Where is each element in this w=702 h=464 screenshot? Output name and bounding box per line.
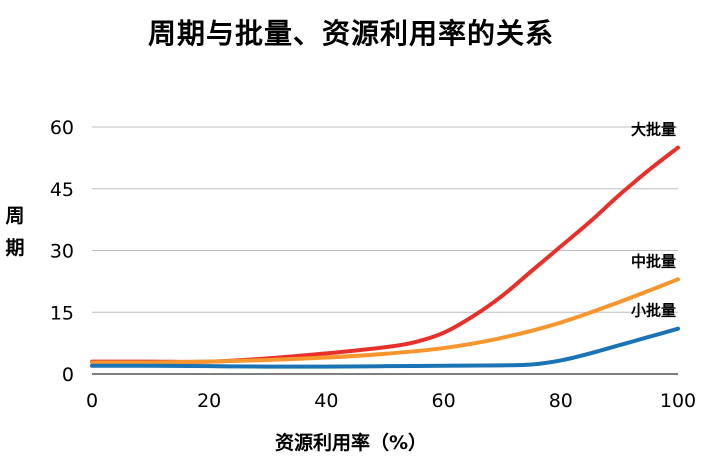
x-tick-label: 20 [197,390,221,412]
x-tick-label: 80 [549,390,573,412]
series-line-small-batch [90,326,680,369]
y-tick-label: 15 [50,302,74,324]
y-tick-label: 0 [62,364,74,386]
series-line-large-batch [90,145,680,364]
x-tick-label: 100 [660,390,696,412]
y-tick-label: 45 [50,179,74,201]
y-axis-label: 周期 [5,205,25,259]
series-label-large-batch: 大批量 [631,121,676,139]
x-tick-label: 0 [86,390,98,412]
gridlines [92,126,678,313]
series-line-medium-batch [90,277,680,365]
series-lines [90,145,680,369]
y-tick-label: 30 [50,241,74,263]
axes: 0 15 30 45 60 0 20 40 60 80 100 [50,117,696,412]
x-tick-label: 40 [314,390,338,412]
series-label-small-batch: 小批量 [631,302,676,320]
x-axis-label: 资源利用率（%） [274,432,428,454]
x-tick-label: 60 [432,390,456,412]
series-label-medium-batch: 中批量 [631,252,676,270]
chart-title: 周期与批量、资源利用率的关系 [147,17,554,50]
y-tick-label: 60 [50,117,74,139]
